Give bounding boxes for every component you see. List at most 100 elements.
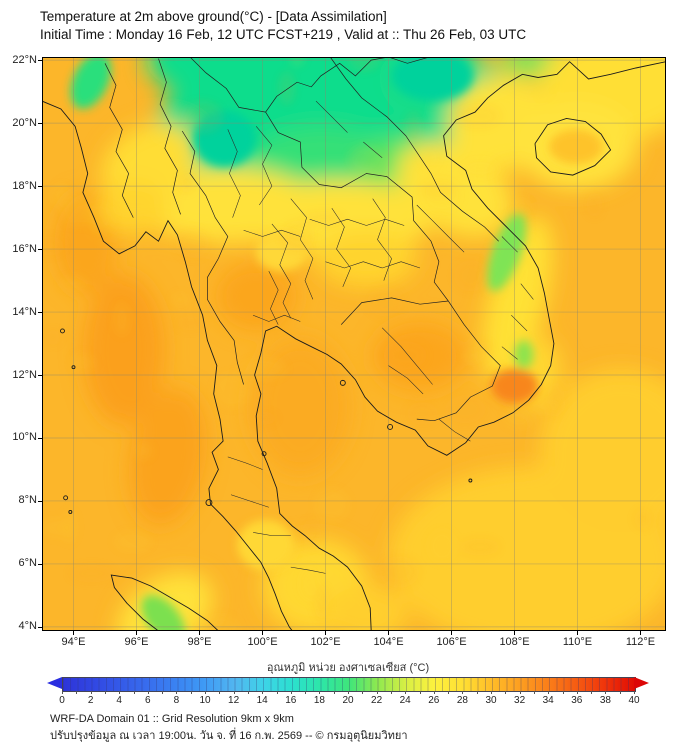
lon-axis-label: 100°E [247, 636, 278, 648]
colorbar-minor-tick [362, 691, 364, 694]
lat-axis-tick [38, 312, 42, 314]
colorbar-tick-label: 20 [342, 695, 354, 706]
map-frame [42, 57, 666, 631]
colorbar-minor-tick [634, 691, 635, 694]
map-plot-area: 22°N 20°N 18°N 16°N 14°N 12°N 10°N 8°N 6°N 4°N 94°… [12, 54, 666, 648]
colorbar-minor-tick [390, 691, 392, 694]
colorbar-minor-tick [491, 691, 492, 694]
lat-axis-label: 12°N [12, 368, 37, 381]
colorbar-right-arrow-icon [634, 677, 649, 689]
colorbar-tick-label: 0 [59, 695, 65, 706]
lat-axis-tick [38, 626, 42, 628]
lat-axis-label: 6°N [18, 557, 37, 570]
colorbar-tick-label: 2 [87, 695, 94, 706]
lat-axis-tick [38, 123, 42, 125]
lat-axis-tick [38, 60, 42, 62]
colorbar-tick-label: 8 [173, 695, 180, 706]
page-subtitle: Initial Time : Monday 16 Feb, 12 UTC FCS… [40, 27, 527, 42]
colorbar-minor-tick [562, 691, 564, 694]
colorbar-minor-tick [476, 691, 478, 694]
colorbar-minor-tick [219, 691, 221, 694]
colorbar-minor-tick [147, 691, 149, 694]
lat-axis-label: 4°N [18, 620, 37, 633]
colorbar-minor-tick [333, 691, 335, 694]
colorbar-minor-tick [262, 691, 264, 694]
lon-axis-label: 106°E [436, 636, 467, 648]
lon-axis-label: 102°E [310, 636, 341, 648]
lon-axis-label: 98°E [187, 636, 212, 648]
colorbar-minor-tick [233, 691, 235, 694]
colorbar-tick-label: 18 [313, 695, 325, 706]
colorbar-tick-label: 24 [399, 695, 411, 706]
colorbar-tick-label: 30 [485, 695, 497, 706]
lat-axis-tick [38, 563, 42, 565]
lon-axis-tick [73, 631, 75, 635]
colorbar-minor-tick [162, 691, 164, 694]
colorbar-minor-tick [433, 691, 435, 694]
lon-axis-tick [451, 631, 453, 635]
lon-axis-label: 110°E [562, 636, 593, 648]
colorbar-minor-tick [619, 691, 621, 694]
colorbar-minor-tick [419, 691, 421, 694]
lon-axis-label: 104°E [373, 636, 404, 648]
colorbar-minor-tick [591, 691, 593, 694]
lat-axis-tick [38, 375, 42, 376]
colorbar-tick-label: 32 [514, 695, 526, 706]
colorbar-minor-tick [405, 691, 407, 694]
lat-axis-label: 10°N [12, 431, 37, 444]
lon-axis-tick [136, 631, 138, 635]
lon-axis-tick [640, 631, 642, 635]
colorbar-minor-tick [205, 691, 206, 694]
lon-axis-label: 112°E [625, 636, 656, 648]
colorbar-tick-label: 6 [145, 695, 151, 706]
colorbar-minor-tick [448, 691, 450, 694]
footer-block: WRF-DA Domain 01 :: Grid Resolution 9km … [50, 711, 408, 745]
colorbar-minor-tick [533, 691, 535, 694]
colorbar-minor-tick [576, 691, 578, 694]
colorbar-segment-lines [63, 678, 635, 691]
colorbar-minor-tick [90, 691, 92, 694]
lat-axis-label: 16°N [12, 242, 37, 255]
colorbar-tick-label: 14 [256, 695, 268, 706]
footer-update-info: ปรับปรุงข้อมูล ณ เวลา 19:00น. วัน จ. ที่… [50, 730, 408, 742]
colorbar-tick-label: 36 [571, 695, 583, 706]
colorbar-minor-tick [62, 691, 63, 694]
lat-axis-label: 18°N [12, 179, 37, 192]
province-boundaries [227, 100, 534, 574]
colorbar-minor-tick [348, 691, 349, 694]
lon-axis-tick [262, 631, 264, 635]
colorbar-tick-label: 22 [371, 695, 383, 706]
colorbar-title: อุณหภูมิ หน่วย องศาเซลเซียส (°C) [266, 662, 430, 674]
colorbar-left-arrow-icon [47, 677, 62, 689]
lat-axis-label: 14°N [12, 305, 37, 318]
lon-axis-label: 108°E [499, 636, 530, 648]
title-block: Temperature at 2m above ground(°C) - [Da… [40, 8, 526, 44]
lat-axis-label: 20°N [12, 116, 37, 129]
coastlines [42, 61, 666, 631]
colorbar-minor-tick [290, 691, 292, 694]
colorbar-minor-tick [276, 691, 278, 694]
lat-axis-label: 8°N [18, 494, 37, 507]
colorbar-minor-tick [133, 691, 135, 694]
lat-axis-tick [38, 500, 42, 502]
colorbar-minor-tick [247, 691, 249, 694]
lat-axis-tick [38, 437, 42, 439]
colorbar-minor-tick [605, 691, 607, 694]
colorbar-minor-tick [104, 691, 106, 694]
colorbar-tick-label: 26 [428, 695, 440, 706]
colorbar-minor-tick [505, 691, 507, 694]
graticule-lines [42, 57, 666, 631]
lon-axis-tick [388, 631, 390, 635]
colorbar-minor-tick [305, 691, 307, 694]
colorbar-tick-label: 16 [285, 695, 297, 706]
colorbar [47, 677, 649, 692]
colorbar-minor-tick [119, 691, 121, 694]
colorbar-tick-label: 4 [116, 695, 122, 706]
colorbar-tick-label: 10 [199, 695, 211, 706]
lon-axis-label: 94°E [61, 636, 86, 648]
lon-axis-tick [514, 631, 516, 635]
lat-axis-tick [38, 249, 42, 251]
temperature-map-canvas [42, 57, 666, 631]
colorbar-minor-tick [76, 691, 78, 694]
